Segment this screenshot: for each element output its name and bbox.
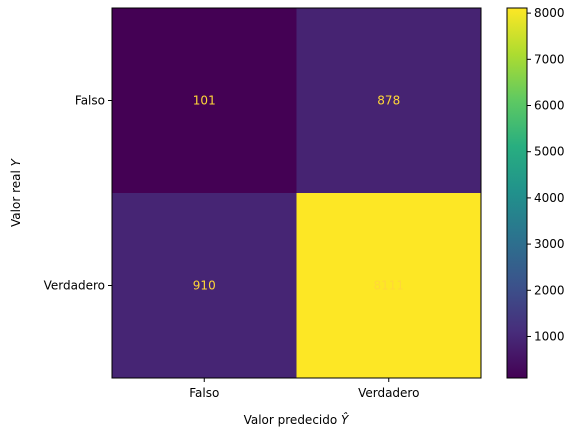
plot-frame xyxy=(111,7,482,379)
cell-value-label: 878 xyxy=(377,94,400,108)
x-axis-label: Valor predecido Ŷ xyxy=(244,412,350,427)
colorbar-tick-label: 4000 xyxy=(534,191,565,205)
colorbar-tick-label: 6000 xyxy=(534,99,565,113)
heatmap-cells xyxy=(112,8,482,379)
colorbar-tick-label: 7000 xyxy=(534,52,565,66)
cell-value-label: 910 xyxy=(193,279,216,293)
y-axis-label: Valor real Y xyxy=(9,157,23,227)
y-axis-ticks: Falso Verdadero xyxy=(44,94,112,293)
colorbar-ticks: 1000 2000 3000 4000 5000 6000 7000 8000 xyxy=(527,6,565,343)
heatmap-cell xyxy=(296,193,482,379)
colorbar-tick-label: 3000 xyxy=(534,237,565,251)
colorbar-tick-label: 2000 xyxy=(534,283,565,297)
cell-value-label: 8111 xyxy=(373,279,404,293)
colorbar-tick-label: 8000 xyxy=(534,6,565,20)
y-tick-label: Verdadero xyxy=(44,279,105,293)
x-tick-label: Verdadero xyxy=(358,386,419,400)
colorbar-tick-label: 1000 xyxy=(534,329,565,343)
heatmap-cell xyxy=(296,8,482,194)
x-axis-ticks: Falso Verdadero xyxy=(189,378,419,400)
y-tick-label: Falso xyxy=(75,94,105,108)
cell-value-label: 101 xyxy=(193,94,216,108)
colorbar xyxy=(506,7,528,379)
heatmap-cell xyxy=(112,8,297,194)
heatmap-cell xyxy=(112,193,297,379)
colorbar-tick-label: 5000 xyxy=(534,145,565,159)
heatmap-cell-labels: 101 878 910 8111 xyxy=(193,94,404,293)
x-tick-label: Falso xyxy=(189,386,219,400)
